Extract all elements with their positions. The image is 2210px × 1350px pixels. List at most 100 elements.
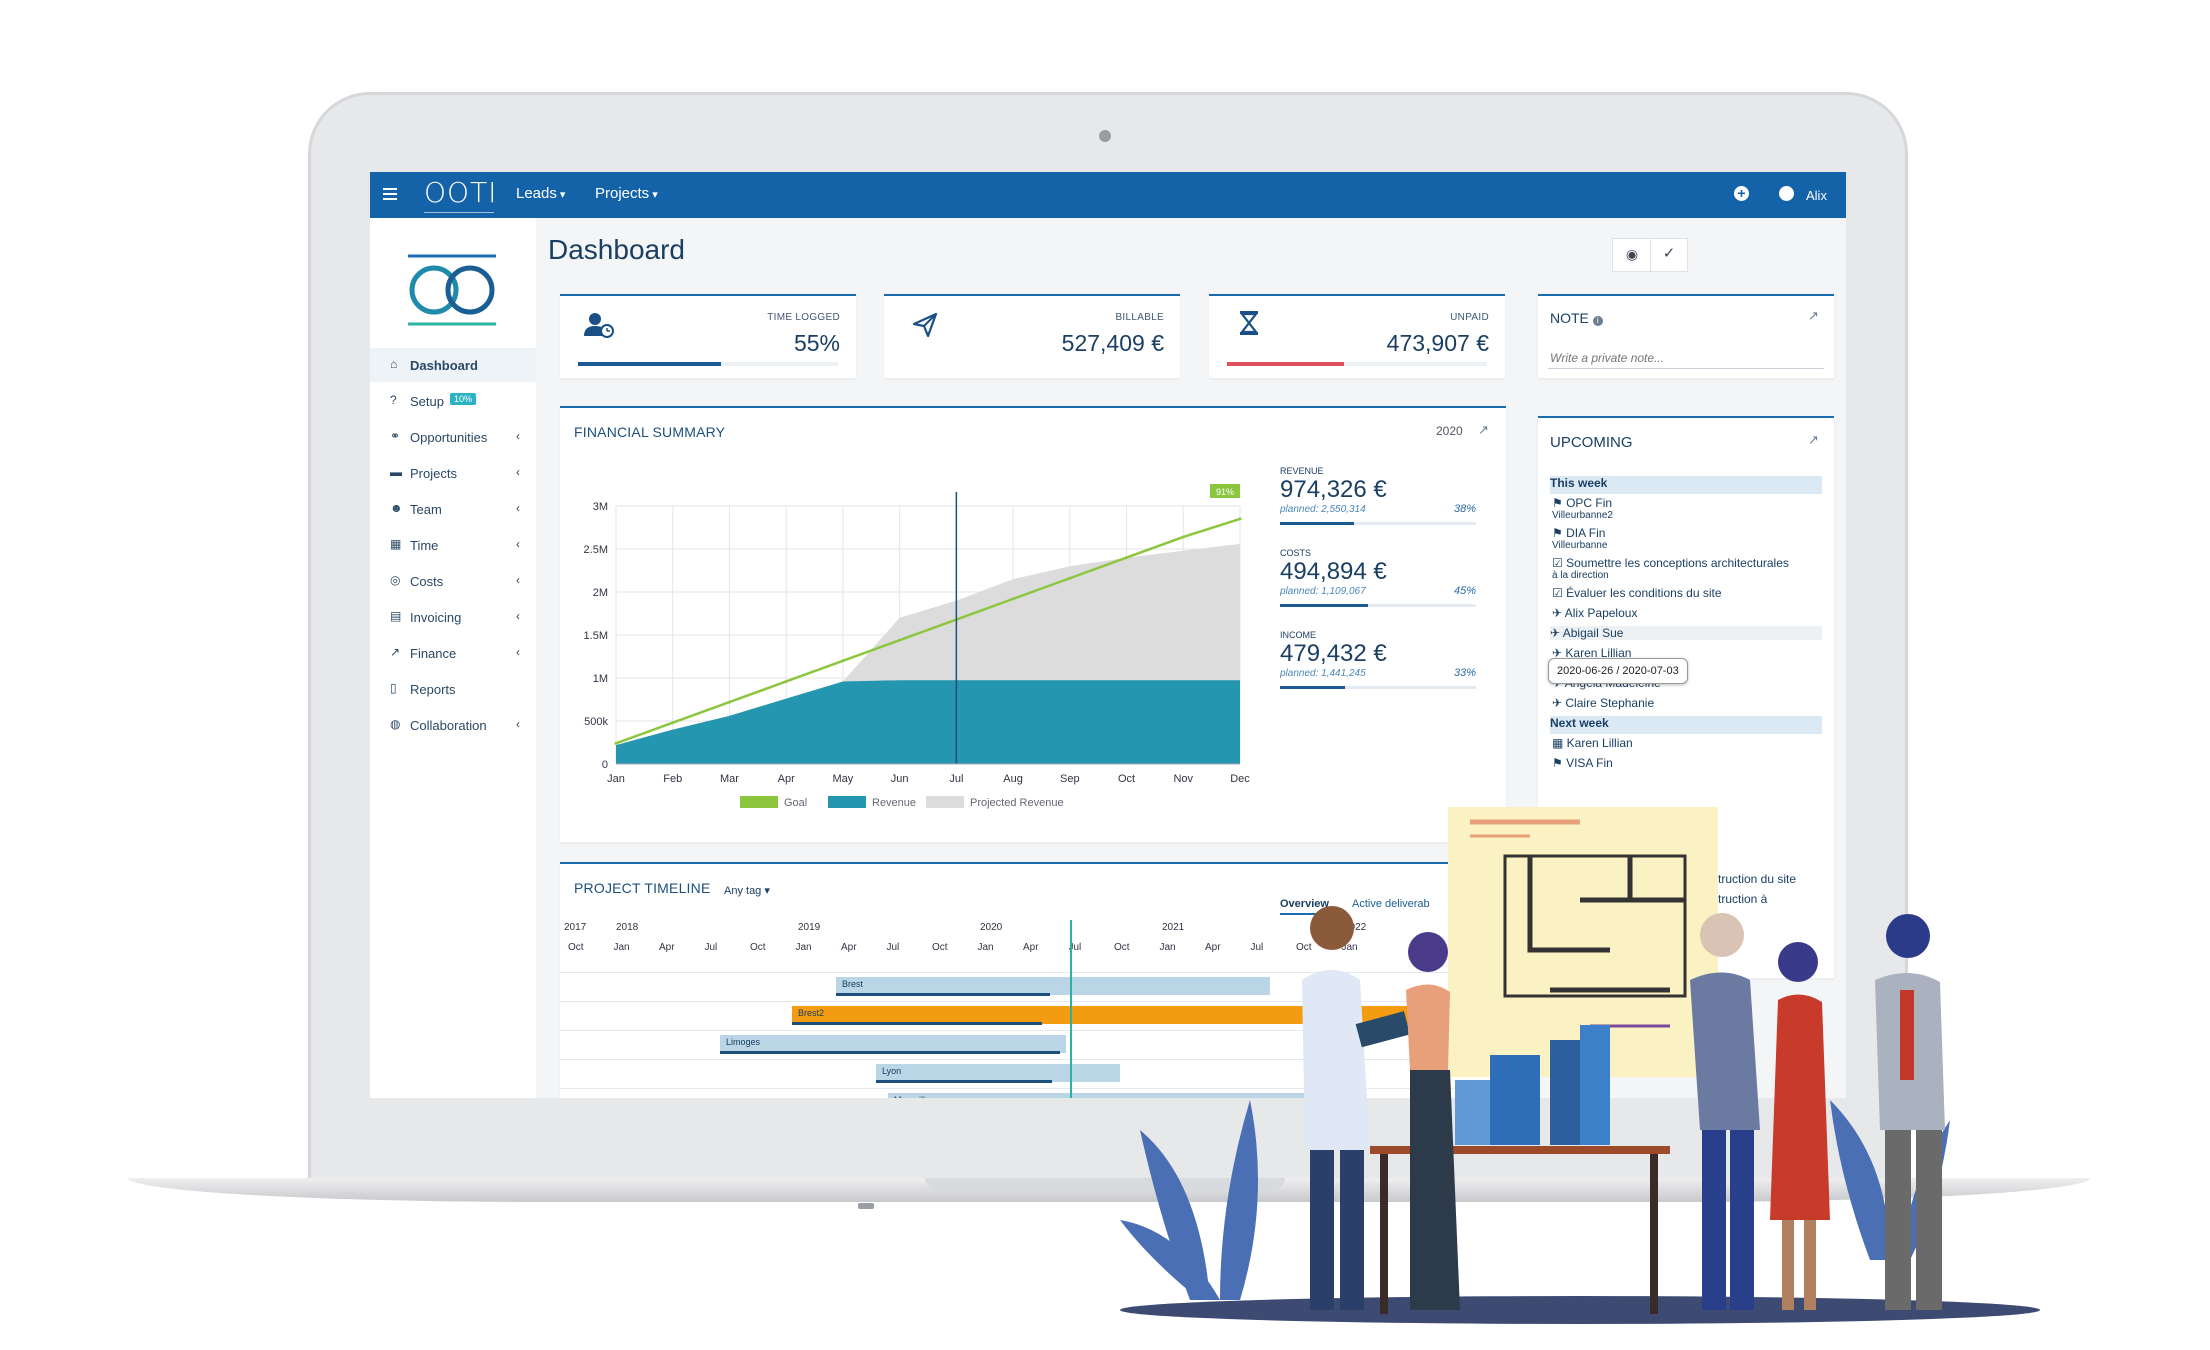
x-tick-label: Feb xyxy=(663,773,682,785)
kpi-progress-fill xyxy=(1227,362,1344,366)
sidebar-item-dashboard[interactable]: ⌂ Dashboard xyxy=(370,348,536,382)
chevron-down-icon: ▾ xyxy=(761,885,770,897)
kpi-time-logged[interactable]: TIME LOGGED 55% xyxy=(560,294,856,378)
goal-point xyxy=(784,679,788,683)
hamburger-menu-icon[interactable] xyxy=(383,188,397,200)
confirm-button[interactable]: ✓ xyxy=(1650,238,1688,272)
note-input[interactable] xyxy=(1548,348,1824,369)
metric-progress-track xyxy=(1280,604,1476,607)
upcoming-item-text: Abigail Sue xyxy=(1562,626,1624,640)
upcoming-item[interactable]: struction du site xyxy=(1712,872,1797,886)
timeline-month: Apr xyxy=(659,942,675,953)
chevron-down-icon: ▾ xyxy=(649,189,658,201)
upcoming-item[interactable]: ⚑ OPC Fin xyxy=(1552,496,1612,510)
timeline-bar[interactable]: Limoges xyxy=(720,1035,1066,1053)
add-icon[interactable]: + xyxy=(1734,186,1749,201)
tag-filter-dropdown[interactable]: Any tag ▾ xyxy=(724,884,770,897)
metric-label: REVENUE xyxy=(1280,466,1324,476)
sidebar-item-reports[interactable]: ▯ Reports xyxy=(370,672,536,706)
upcoming-item-sub: Villeurbanne2 xyxy=(1552,510,1613,521)
timeline-row-divider xyxy=(560,972,1506,973)
metric-planned: planned: 2,550,314 xyxy=(1280,504,1366,515)
timeline-month: Jan xyxy=(977,942,994,953)
sidebar-item-projects[interactable]: ▬ Projects ‹ xyxy=(370,456,536,490)
external-link-icon[interactable]: ↗ xyxy=(1808,432,1819,447)
checkbox-icon: ☑ xyxy=(1552,556,1567,570)
sidebar-item-collaboration[interactable]: ◍ Collaboration ‹ xyxy=(370,708,536,742)
nav-projects[interactable]: Projects ▾ xyxy=(595,185,658,202)
sidebar-item-label: Time xyxy=(410,538,439,553)
timeline-bar-progress xyxy=(792,1022,1042,1025)
metric-costs[interactable]: COSTS 494,894 € planned: 1,109,067 45% xyxy=(1280,548,1490,628)
upcoming-item[interactable]: ⚑ DIA Fin xyxy=(1552,526,1605,540)
tab-active-deliverables[interactable]: Active deliverab xyxy=(1352,898,1430,910)
timeline-month: Oct xyxy=(932,942,948,953)
person-2 xyxy=(1406,932,1460,1310)
timeline-bar[interactable]: Marseille xyxy=(888,1093,1356,1098)
kpi-label: BILLABLE xyxy=(1115,312,1164,323)
hourglass-icon xyxy=(1239,311,1259,335)
project-timeline-title: PROJECT TIMELINE xyxy=(574,880,711,896)
view-toggle-button[interactable]: ◉ xyxy=(1612,238,1652,272)
upcoming-item[interactable]: ✈ Claire Stephanie xyxy=(1552,696,1654,710)
calendar-icon: ▦ xyxy=(1552,736,1567,750)
sidebar-item-finance[interactable]: ↗ Finance ‹ xyxy=(370,636,536,670)
coins-icon: ◎ xyxy=(390,573,401,587)
upcoming-item[interactable]: ☑ Soumettre les conceptions architectura… xyxy=(1552,556,1789,570)
upcoming-item[interactable]: struction à xyxy=(1712,892,1768,906)
kpi-value: 527,409 € xyxy=(1061,330,1164,356)
upcoming-item-text: Karen Lillian xyxy=(1566,736,1633,750)
plane-icon: ✈ xyxy=(1552,696,1566,710)
chevron-left-icon: ‹ xyxy=(516,573,520,587)
timeline-month: Jan xyxy=(1159,942,1176,953)
goal-point xyxy=(727,700,731,704)
sidebar-item-costs[interactable]: ◎ Costs ‹ xyxy=(370,564,536,598)
sidebar-item-label: Team xyxy=(410,502,442,517)
user-name[interactable]: Alix xyxy=(1806,188,1827,203)
upcoming-item[interactable]: ☑ Évaluer les conditions du site xyxy=(1552,586,1722,600)
checkbox-icon: ☑ xyxy=(1552,586,1567,600)
upcoming-item-text: VISA Fin xyxy=(1566,756,1613,770)
timeline-bar[interactable]: Brest xyxy=(836,977,1270,995)
user-icon[interactable] xyxy=(1779,186,1794,201)
upcoming-item[interactable]: ✈ Abigail Sue xyxy=(1550,626,1822,640)
timeline-month: Apr xyxy=(841,942,857,953)
kpi-unpaid[interactable]: UNPAID 473,907 € xyxy=(1209,294,1505,378)
x-tick-label: Sep xyxy=(1060,773,1080,785)
external-link-icon[interactable]: ↗ xyxy=(1808,308,1819,323)
upcoming-item-sub: Villeurbanne xyxy=(1552,540,1608,551)
upcoming-item[interactable]: ⚑ VISA Fin xyxy=(1552,756,1613,770)
kpi-billable[interactable]: BILLABLE 527,409 € xyxy=(884,294,1180,378)
date-tooltip: 2020-06-26 / 2020-07-03 xyxy=(1548,658,1688,684)
plant-left xyxy=(1120,1100,1258,1300)
upcoming-item[interactable]: ✈ Karen Lillian xyxy=(1552,646,1631,660)
tag-filter-label: Any tag xyxy=(724,885,762,897)
nav-leads[interactable]: Leads ▾ xyxy=(516,185,565,202)
timeline-bar[interactable]: Lyon xyxy=(876,1064,1120,1082)
goal-badge-text: 91% xyxy=(1216,487,1234,497)
sidebar-item-team[interactable]: ☻ Team ‹ xyxy=(370,492,536,526)
next-week-header: Next week xyxy=(1550,716,1822,734)
x-tick-label: Jun xyxy=(891,773,909,785)
sidebar-item-time[interactable]: ▦ Time ‹ xyxy=(370,528,536,562)
laptop-hinge xyxy=(858,1203,874,1209)
financial-year[interactable]: 2020 xyxy=(1436,424,1463,438)
sidebar-item-label: Collaboration xyxy=(410,718,487,733)
app-logo[interactable]: OOTI xyxy=(424,176,496,213)
external-link-icon[interactable]: ↗ xyxy=(1478,422,1489,437)
upcoming-item-text: Claire Stephanie xyxy=(1565,696,1655,710)
x-tick-label: Jan xyxy=(607,773,625,785)
metric-value: 494,894 € xyxy=(1280,558,1387,585)
metric-income[interactable]: INCOME 479,432 € planned: 1,441,245 33% xyxy=(1280,630,1490,710)
sidebar-item-invoicing[interactable]: ▤ Invoicing ‹ xyxy=(370,600,536,634)
metric-revenue[interactable]: REVENUE 974,326 € planned: 2,550,314 38% xyxy=(1280,466,1490,546)
upcoming-item-text: Évaluer les conditions du site xyxy=(1566,586,1722,600)
metric-planned: planned: 1,441,245 xyxy=(1280,668,1366,679)
timeline-year: 2019 xyxy=(798,922,821,933)
tab-overview[interactable]: Overview xyxy=(1280,898,1329,915)
sidebar-item-setup[interactable]: ? Setup 10% xyxy=(370,384,536,418)
upcoming-item[interactable]: ▦ Karen Lillian xyxy=(1552,736,1633,750)
sidebar-item-opportunities[interactable]: ⚭ Opportunities ‹ xyxy=(370,420,536,454)
upcoming-item-sub: à la direction xyxy=(1552,570,1609,581)
upcoming-item[interactable]: ✈ Alix Papeloux xyxy=(1552,606,1637,620)
